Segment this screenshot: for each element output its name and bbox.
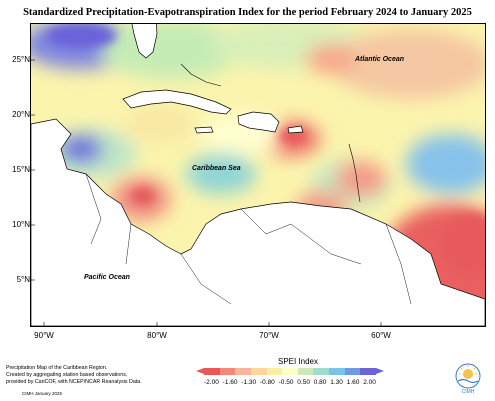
legend-tick-label: -1.30: [241, 379, 257, 386]
legend-swatch: [313, 368, 330, 375]
lat-label-5n: 5°N: [16, 275, 30, 284]
spei-map-canvas: [31, 24, 485, 326]
legend-swatch: [329, 368, 345, 375]
cimh-logo: CIMH: [450, 362, 486, 396]
legend-tick-label: 1.60: [346, 379, 360, 386]
legend-title: SPEI Index: [277, 357, 319, 366]
lat-label-20n: 20°N: [12, 110, 30, 119]
cimh-logo-icon: CIMH: [455, 363, 481, 395]
legend-tick-label: -2.00: [204, 379, 219, 386]
pacific-ocean-label: Pacific Ocean: [84, 274, 130, 281]
legend-swatch: [344, 368, 361, 375]
land-jamaica: [194, 126, 214, 134]
credit-line-3: provided by CariCOF, with NCEP/NCAR Rean…: [6, 379, 142, 385]
legend-tick-label: 1.30: [330, 379, 343, 386]
legend-swatch: [282, 368, 298, 375]
credit-date: CIMH January 2025: [22, 391, 63, 396]
legend-colorbar: [196, 368, 385, 375]
legend-swatch: [250, 368, 267, 375]
land-puerto-rico: [287, 125, 304, 134]
country-borders: [85, 173, 412, 305]
logo-text: CIMH: [462, 389, 475, 395]
grid-ticks: [31, 59, 382, 326]
legend-tick-label: -0.80: [259, 379, 275, 386]
land-masses: [31, 24, 485, 326]
caribbean-sea-label: Caribbean Sea: [192, 165, 241, 172]
spei-field-cores: [46, 24, 485, 274]
lon-label-80w: 80°W: [147, 331, 167, 340]
lat-label-25n: 25°N: [12, 55, 30, 64]
lon-label-90w: 90°W: [34, 331, 54, 340]
legend-tick-label: -1.60: [222, 379, 238, 386]
credit-line-2: Created by aggregating station based obs…: [6, 372, 128, 378]
legend-swatch: [360, 368, 377, 375]
legend-min-arrow: [196, 368, 204, 374]
legend-max-arrow: [376, 368, 385, 374]
spei-map: [30, 23, 486, 327]
credit-line-1: Precipitation Map of the Caribbean Regio…: [6, 365, 108, 371]
legend-tick-label: 0.50: [297, 379, 310, 386]
legend-ticks: -2.00 -1.60 -1.30 -0.80 -0.50 0.50 0.80 1.30 1.6…: [204, 379, 376, 386]
lat-label-15n: 15°N: [12, 165, 30, 174]
lon-label-70w: 70°W: [259, 331, 279, 340]
legend-swatch: [297, 368, 314, 375]
legend-swatch: [266, 368, 283, 375]
legend-swatch: [204, 368, 220, 375]
land-cuba: [122, 89, 232, 115]
credit-text: Precipitation Map of the Caribbean Regio…: [6, 365, 146, 386]
legend-tick-label: 0.80: [313, 379, 327, 386]
legend-tick-label: -0.50: [278, 379, 294, 386]
atlantic-ocean-label: Atlantic Ocean: [355, 56, 405, 63]
legend-swatch: [219, 368, 236, 375]
lesser-antilles: [180, 63, 361, 203]
land-central-america: [31, 118, 485, 326]
land-florida: [131, 24, 158, 59]
land-hispaniola: [237, 111, 280, 133]
lat-label-10n: 10°N: [12, 220, 30, 229]
legend-swatch: [235, 368, 251, 375]
map-title: Standardized Precipitation-Evapotranspir…: [23, 7, 472, 18]
lon-label-60w: 60°W: [371, 331, 391, 340]
legend-tick-label: 2.00: [363, 379, 376, 386]
